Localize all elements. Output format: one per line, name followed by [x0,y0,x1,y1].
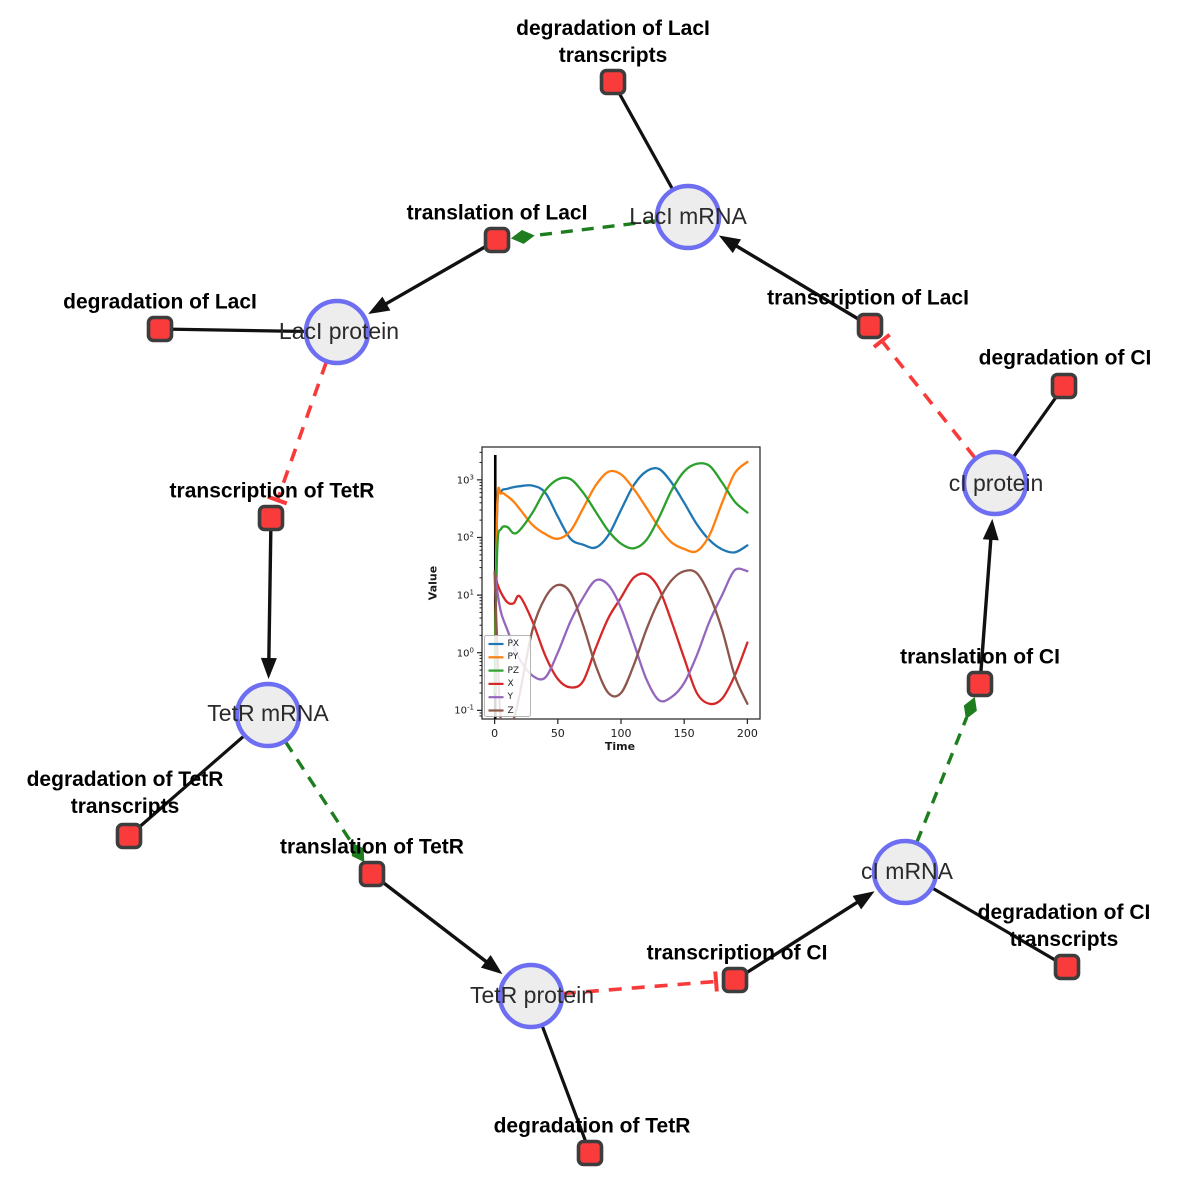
edge-inhibition-ci-protein-transcription-of-laci-tbar [872,333,891,349]
curve-py [493,460,749,695]
edge-catalysis-ci-mrna-translation-of-ci-arrowhead [963,697,977,720]
reaction-node-degradation-of-tetr[interactable] [576,1139,604,1167]
reaction-node-transcription-of-laci[interactable] [856,312,884,340]
reaction-node-degradation-of-laci-transcripts[interactable] [599,68,627,96]
reaction-node-degradation-of-ci-transcripts[interactable] [1053,953,1081,981]
curve-z [493,569,749,719]
reaction-node-degradation-of-laci[interactable] [146,315,174,343]
species-node-ci-protein[interactable] [961,449,1029,517]
edge-catalysis-tetr-mrna-translation-of-tetr-arrowhead [351,842,365,863]
reaction-node-translation-of-laci[interactable] [483,226,511,254]
edges-layer [127,81,1068,1154]
edge-production-transcription-of-laci-laci-mrna-arrowhead [718,235,742,254]
reaction-node-degradation-of-tetr-transcripts[interactable] [115,822,143,850]
edge-production-translation-of-laci-laci-protein-arrowhead [368,296,391,315]
edge-production-transcription-of-tetr-tetr-mrna-arrowhead [260,657,277,680]
edge-inhibition-tetr-protein-transcription-of-ci [562,979,715,996]
species-node-laci-protein[interactable] [303,298,371,366]
edge-production-transcription-of-ci-ci-mrna [734,899,861,982]
inset-chart [477,446,761,724]
reaction-node-degradation-of-ci[interactable] [1050,372,1078,400]
edge-production-transcription-of-tetr-tetr-mrna [267,517,273,662]
reaction-node-translation-of-tetr[interactable] [358,860,386,888]
reaction-node-transcription-of-tetr[interactable] [257,504,285,532]
edge-production-transcription-of-ci-ci-mrna-arrowhead [852,891,875,910]
curve-pz [493,462,749,695]
edge-production-translation-of-ci-ci-protein [978,536,993,685]
edge-catalysis-laci-mrna-translation-of-laci [532,219,657,238]
chart-legend [484,635,531,717]
curve-x [493,571,749,706]
edge-catalysis-laci-mrna-translation-of-laci-arrowhead [510,229,535,244]
edge-production-translation-of-laci-laci-protein [382,238,498,307]
reaction-node-translation-of-ci[interactable] [966,670,994,698]
edge-production-transcription-of-laci-laci-mrna [733,243,871,328]
species-node-tetr-protein[interactable] [497,962,565,1030]
species-node-ci-mrna[interactable] [871,838,939,906]
edge-inhibition-ci-protein-transcription-of-laci [881,341,977,460]
reaction-node-transcription-of-ci[interactable] [721,966,749,994]
edge-inhibition-laci-protein-transcription-of-tetr-tbar [267,494,288,506]
species-node-laci-mrna[interactable] [654,183,722,251]
species-node-tetr-mrna[interactable] [234,681,302,749]
edge-inhibition-laci-protein-transcription-of-tetr [276,361,328,499]
edge-production-translation-of-tetr-tetr-protein-arrowhead [480,954,503,975]
edge-catalysis-tetr-mrna-translation-of-tetr [284,740,354,845]
curve-px [493,466,749,695]
edge-production-translation-of-tetr-tetr-protein [370,872,490,965]
edge-production-translation-of-ci-ci-protein-arrowhead [982,518,999,541]
edge-catalysis-ci-mrna-translation-of-ci [915,716,969,843]
edge-inhibition-tetr-protein-transcription-of-ci-tbar [713,971,719,992]
nodes-layer [115,68,1081,1167]
